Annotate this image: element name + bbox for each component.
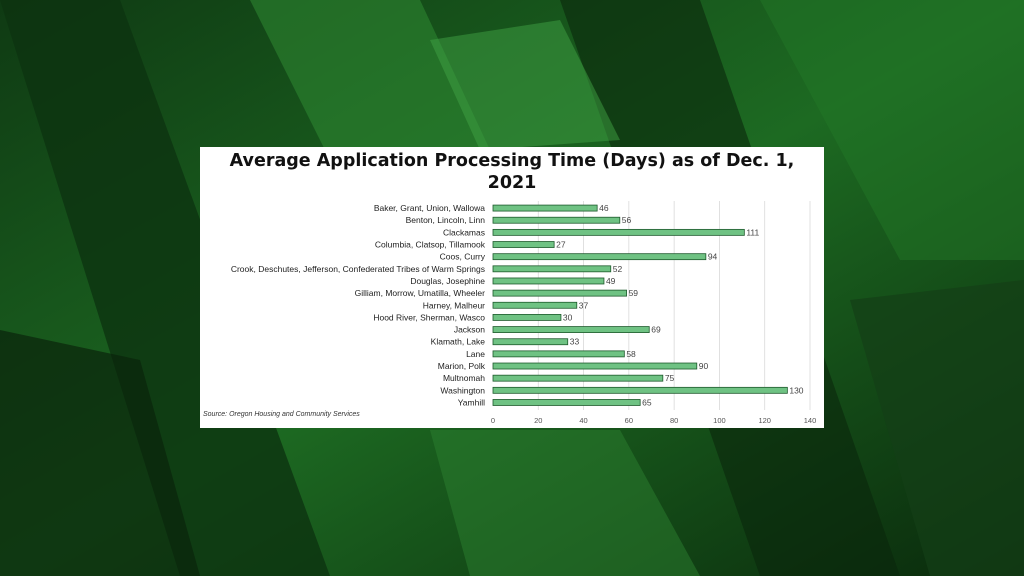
category-label: Washington [440, 385, 485, 395]
bar [492, 301, 578, 309]
bar [492, 399, 641, 406]
data-label: 46 [599, 203, 609, 213]
bar [492, 265, 612, 273]
x-tick-label: 80 [670, 416, 678, 425]
bar [492, 326, 650, 333]
bar [492, 362, 698, 370]
data-label: 111 [746, 227, 759, 237]
bar [492, 350, 625, 358]
category-label: Klamath, Lake [431, 337, 486, 347]
chart-title-line-2: 2021 [487, 173, 537, 193]
bar [492, 204, 598, 212]
category-label: Multnomah [443, 373, 485, 383]
data-label: 52 [613, 264, 623, 274]
bar [492, 253, 707, 261]
bar [492, 277, 605, 285]
category-label: Yamhill [458, 397, 485, 407]
chart-title-line-1: Average Application Processing Time (Day… [229, 151, 795, 171]
x-tick-label: 40 [579, 416, 587, 425]
x-tick-label: 100 [713, 416, 726, 425]
category-label: Benton, Lincoln, Linn [406, 215, 486, 225]
data-label: 130 [789, 385, 803, 395]
bar [492, 338, 569, 346]
data-label: 90 [699, 361, 709, 371]
category-label: Crook, Deschutes, Jefferson, Confederate… [231, 264, 485, 274]
data-label: 49 [606, 276, 616, 286]
data-label: 30 [563, 312, 573, 322]
data-label: 75 [665, 373, 675, 383]
category-label: Baker, Grant, Union, Wallowa [374, 203, 485, 213]
category-label: Clackamas [443, 227, 485, 237]
category-label: Jackson [454, 325, 485, 335]
chart-source-note: Source: Oregon Housing and Community Ser… [203, 411, 360, 418]
data-label: 69 [651, 325, 661, 335]
bar [492, 216, 621, 224]
x-tick-label: 140 [804, 416, 817, 425]
chart-card: Average Application Processing Time (Day… [200, 147, 824, 428]
bar [492, 386, 788, 394]
bar [492, 289, 627, 297]
bar [492, 228, 745, 236]
data-label: 27 [556, 240, 566, 250]
bar [492, 241, 555, 248]
category-label: Gilliam, Morrow, Umatilla, Wheeler [355, 288, 486, 298]
bar [492, 314, 562, 321]
category-label: Columbia, Clatsop, Tillamook [375, 240, 486, 250]
bar [492, 374, 664, 382]
data-label: 37 [579, 300, 589, 310]
x-tick-label: 60 [625, 416, 633, 425]
data-label: 59 [629, 288, 639, 298]
data-label: 94 [708, 252, 718, 262]
x-tick-label: 20 [534, 416, 542, 425]
data-label: 65 [642, 397, 652, 407]
category-label: Lane [466, 349, 485, 359]
chart-title: Average Application Processing Time (Day… [200, 150, 824, 194]
data-label: 58 [626, 349, 636, 359]
category-label: Douglas, Josephine [410, 276, 485, 286]
x-tick-label: 120 [758, 416, 771, 425]
bar-chart: 0 20 40 60 80 100 120 140 Baker, Grant, Union, W… [231, 201, 817, 425]
category-label: Marion, Polk [438, 361, 486, 371]
category-label: Harney, Malheur [423, 300, 485, 310]
x-tick-label: 0 [491, 416, 495, 425]
category-label: Hood River, Sherman, Wasco [373, 312, 485, 322]
data-label: 33 [570, 337, 580, 347]
data-label: 56 [622, 215, 632, 225]
category-label: Coos, Curry [440, 252, 486, 262]
